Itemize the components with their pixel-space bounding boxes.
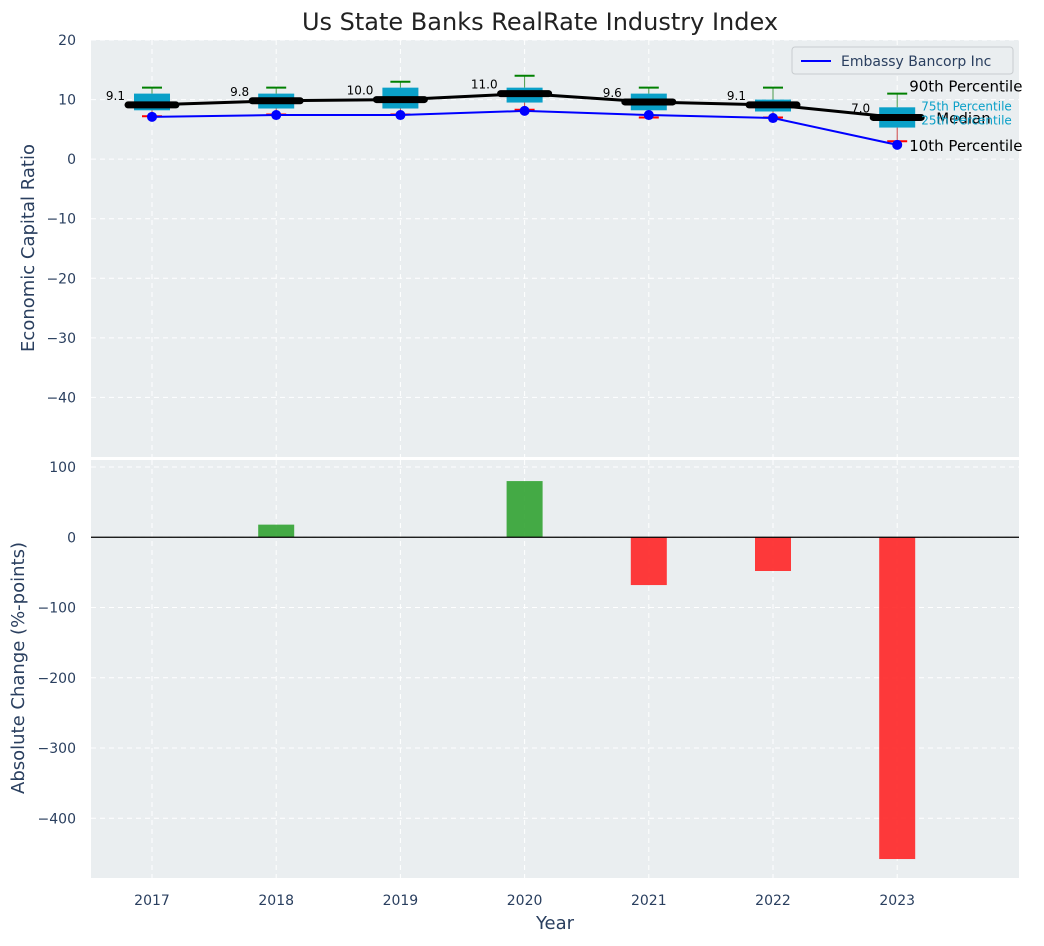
top-y-ticks: −40 −30 −20 −10 0 10 20 (46, 33, 76, 406)
chart-title: Us State Banks RealRate Industry Index (302, 8, 778, 36)
bottom-y-ticks: −400 −300 −200 −100 0 100 (38, 460, 76, 827)
x-tick-label: 2022 (755, 893, 791, 909)
top-y-tick-label: −30 (46, 331, 76, 347)
top-y-tick-label: −40 (46, 390, 76, 406)
top-grid (91, 39, 1019, 457)
embassy-bancorp-point (892, 139, 903, 150)
x-tick-label: 2018 (258, 893, 294, 909)
top-boxes: 9.1 9.8 10.0 11.09.6 9.17.0 (106, 74, 925, 143)
embassy-bancorp-point (643, 110, 654, 121)
top-y-tick-label: 0 (67, 152, 76, 168)
top-y-tick-label: −20 (46, 271, 76, 287)
embassy-bancorp-point (147, 111, 157, 122)
change-bar-2021 (630, 537, 667, 586)
median-value-label: 9.6 (603, 86, 622, 100)
embassy-bancorp-point (271, 110, 282, 121)
x-tick-label: 2017 (134, 893, 170, 909)
median-value-label: 10.0 (347, 84, 374, 98)
top-plot-background (91, 40, 1019, 457)
legend-box (791, 46, 1014, 75)
top-y-tick-label: 10 (58, 93, 76, 109)
legend: Embassy Bancorp Inc (791, 46, 1014, 75)
x-tick-label: 2023 (879, 893, 915, 909)
median-trend-line (151, 92, 898, 119)
bottom-y-axis-label: Absolute Change (%-points) (8, 542, 29, 794)
change-bar-2023 (879, 537, 916, 860)
bottom-y-tick-label: −100 (38, 601, 76, 617)
bottom-y-tick-label: 100 (49, 460, 76, 476)
x-ticks: 2017 2018 2019 2020 2021 2022 2023 (134, 893, 915, 909)
bottom-y-tick-label: −300 (38, 741, 76, 757)
bottom-grid (91, 460, 1019, 878)
median-value-label: 11.0 (471, 78, 498, 92)
bottom-panel: −400 −300 −200 −100 0 100 2017 2018 2019 2020 202… (8, 460, 1019, 934)
embassy-bancorp-point (519, 105, 530, 116)
legend-entry-embassy-bancorp: Embassy Bancorp Inc (841, 54, 991, 70)
top-series (147, 105, 903, 150)
median-value-label: 9.1 (106, 89, 125, 103)
bottom-y-tick-label: 0 (67, 530, 76, 546)
annotation-90th-percentile: 90th Percentile (909, 78, 1022, 96)
median-value-label: 9.8 (230, 85, 249, 99)
embassy-bancorp-point (395, 110, 406, 121)
annotation-75th-percentile: 75th Percentile (921, 99, 1012, 113)
top-y-axis-label: Economic Capital Ratio (18, 144, 39, 352)
top-y-tick-label: −10 (46, 212, 76, 228)
x-axis-label: Year (535, 913, 575, 934)
x-tick-label: 2019 (383, 893, 419, 909)
x-tick-label: 2020 (507, 893, 543, 909)
median-value-label: 9.1 (727, 89, 746, 103)
change-bar-2022 (755, 537, 791, 571)
change-bar-2018 (258, 524, 295, 538)
bottom-bars (258, 481, 916, 860)
embassy-bancorp-point (768, 113, 778, 124)
bottom-y-tick-label: −400 (38, 811, 76, 827)
bottom-plot-background (91, 460, 1019, 878)
bottom-y-tick-label: −200 (38, 671, 76, 687)
change-bar-2020 (506, 481, 543, 538)
annotation-median: Median (936, 109, 991, 127)
x-tick-label: 2021 (631, 893, 667, 909)
top-annotations: 90th Percentile 75th Percentile Median 2… (909, 78, 1022, 155)
top-y-tick-label: 20 (58, 33, 76, 49)
annotation-25th-percentile: 25th Percentile (921, 114, 1012, 128)
annotation-10th-percentile: 10th Percentile (909, 137, 1022, 155)
